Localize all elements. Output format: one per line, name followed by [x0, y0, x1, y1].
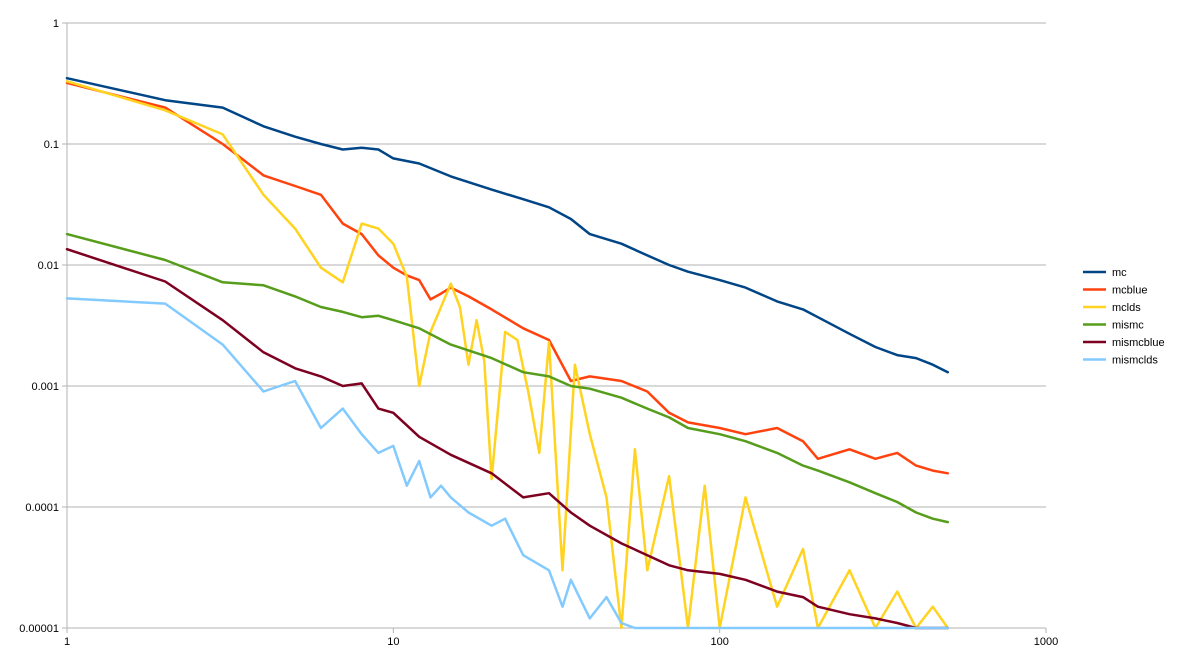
series-line-mc	[65, 76, 950, 374]
legend-label-mc: mc	[1112, 267, 1127, 279]
y-tick-label: 0.01	[38, 260, 59, 272]
legend-label-mismc: mismc	[1112, 320, 1144, 332]
series-line-mismclds	[65, 297, 950, 630]
legend-label-mismcblue: mismcblue	[1112, 337, 1165, 349]
series-lines	[65, 76, 950, 630]
legend-label-mcblue: mcblue	[1112, 285, 1147, 297]
y-tick-label: 0.00001	[19, 623, 59, 635]
series-line-mismcblue	[65, 247, 950, 630]
legend: mc mcblue mclds mismc mismcblue mismclds	[1083, 267, 1165, 367]
gridlines	[67, 22, 1046, 629]
x-tick-label: 1	[64, 636, 70, 648]
legend-label-mismclds: mismclds	[1112, 355, 1158, 367]
y-tick-labels: 1 0.1 0.01 0.001 0.0001 0.00001	[19, 18, 59, 635]
series-line-mcblue	[65, 81, 950, 475]
y-tick-label: 0.0001	[25, 502, 59, 514]
y-tick-label: 1	[53, 18, 59, 30]
y-tick-label: 0.1	[44, 139, 59, 151]
x-tick-label: 100	[710, 636, 728, 648]
legend-label-mclds: mclds	[1112, 302, 1141, 314]
x-tick-label: 10	[387, 636, 399, 648]
series-line-mclds	[65, 80, 950, 630]
x-tick-label: 1000	[1034, 636, 1058, 648]
y-tick-label: 0.001	[31, 381, 59, 393]
axes	[62, 22, 1047, 633]
series-line-mismc	[65, 232, 950, 524]
x-tick-labels: 1 10 100 1000	[64, 636, 1058, 648]
